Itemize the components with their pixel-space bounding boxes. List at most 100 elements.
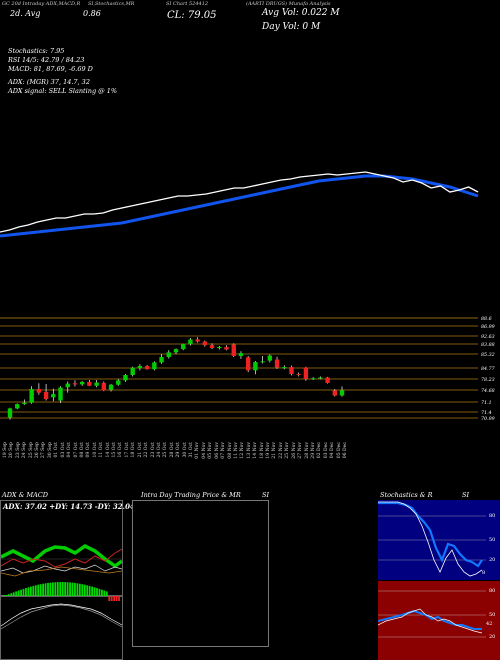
candle-body	[123, 375, 128, 381]
date-label: 30 Oct	[182, 442, 188, 458]
date-label: 27 Sep	[41, 442, 47, 459]
date-label: 06 Dec	[343, 442, 348, 459]
candle	[15, 403, 20, 410]
date-label: 01 Oct	[54, 442, 60, 458]
candle-body	[101, 382, 107, 391]
date-label: 01 Nov	[195, 442, 201, 459]
candle	[217, 345, 222, 350]
moving-average-layer	[0, 171, 479, 238]
candle-body	[108, 384, 114, 390]
macd-histogram-bar	[20, 589, 22, 596]
macd-histogram-bar	[64, 582, 67, 596]
candle-body	[253, 362, 258, 371]
macd-histogram-bar	[5, 595, 8, 596]
adx-text: ADX: (MGR) 37, 14.7, 32	[8, 78, 90, 86]
candle-body	[152, 362, 157, 370]
price-level-label: 85.32	[481, 352, 495, 358]
candle	[332, 389, 337, 397]
date-label: 26 Nov	[291, 442, 297, 459]
candle-body	[29, 389, 34, 403]
macd-histogram-bar	[7, 594, 10, 596]
macd-histogram-bar	[34, 585, 37, 596]
price-level-label: 78.23	[481, 377, 495, 383]
candle	[209, 343, 215, 350]
adx-signal-text: ADX signal: SELL Slanting @ 1%	[8, 87, 118, 95]
candle-body	[51, 394, 56, 398]
macd-histogram-bar	[15, 591, 18, 596]
price-level-label: 83.88	[481, 342, 495, 348]
date-label: 25 Oct	[163, 442, 169, 458]
macd-histogram-bar	[66, 582, 69, 596]
date-label: 14 Oct	[105, 442, 111, 458]
candle	[159, 354, 164, 364]
candle	[101, 381, 107, 392]
macd-histogram-bar	[71, 582, 74, 596]
candle-body	[72, 383, 78, 385]
date-label: 08 Nov	[227, 442, 233, 459]
date-label: 04 Dec	[330, 442, 336, 459]
header-close: CL: 79.05	[167, 10, 217, 21]
macd-histogram-bar	[49, 582, 52, 596]
macd-histogram-bar	[113, 596, 116, 601]
macd-histogram-bar	[110, 596, 113, 601]
date-label: 28 Nov	[304, 442, 310, 459]
candle	[245, 355, 251, 373]
candle-body	[116, 380, 121, 385]
date-label: 29 Oct	[176, 442, 182, 458]
date-label: 18 Oct	[131, 442, 137, 458]
rsi-level-20: 20	[489, 634, 496, 640]
candle-body	[159, 357, 164, 363]
stoch-text: Stochastics: 7.95	[8, 47, 65, 55]
candle-body	[202, 341, 208, 346]
date-label: 20 Sep	[9, 442, 15, 459]
stoch-level-20: 20	[489, 557, 496, 563]
candle-body	[87, 381, 92, 386]
candle-body	[289, 367, 294, 374]
candle-body	[224, 346, 229, 350]
intraday-panel	[132, 500, 269, 647]
candle	[231, 343, 236, 358]
date-label: 21 Nov	[272, 442, 278, 459]
macd-histogram-bar	[61, 582, 64, 596]
candle-body	[130, 367, 135, 376]
candle	[274, 356, 280, 369]
stoch-panel-title2: SI	[462, 491, 470, 499]
candle-body	[7, 408, 13, 418]
candle	[65, 381, 70, 393]
date-label: 07 Nov	[221, 442, 227, 459]
date-label: 22 Oct	[144, 442, 150, 458]
macd-histogram-bar	[118, 596, 120, 601]
macd-histogram-bar	[32, 585, 35, 596]
date-label: 11 Oct	[99, 442, 105, 458]
date-label: 12 Nov	[240, 442, 246, 459]
macd-histogram-bar	[105, 591, 108, 596]
candle-body	[166, 352, 171, 358]
candle	[310, 377, 316, 381]
header-day-vol: Day Vol: 0 M	[262, 22, 321, 32]
header-avg-label: 2d. Avg	[10, 9, 41, 18]
candle	[7, 407, 13, 420]
macd-histogram-bar	[29, 586, 32, 596]
date-label: 23 Sep	[15, 442, 21, 459]
macd-histogram-bar	[52, 582, 54, 596]
macd-histogram-bar	[83, 584, 86, 596]
date-label: 30 Sep	[47, 442, 53, 459]
stochastics-plot	[378, 501, 486, 577]
date-label: 05 Nov	[208, 442, 214, 459]
candle	[22, 399, 27, 405]
date-label: 17 Oct	[124, 442, 130, 458]
macd-histogram-bar	[81, 584, 84, 596]
date-label: 15 Oct	[112, 442, 118, 458]
candle-body	[58, 387, 63, 401]
price-level-label: 71.4	[481, 410, 492, 416]
candle	[303, 366, 309, 381]
date-label: 11 Nov	[233, 442, 239, 459]
date-label: 19 Nov	[266, 442, 272, 459]
candlestick-layer	[7, 337, 345, 420]
candle	[72, 380, 78, 387]
candle	[296, 372, 301, 377]
date-axis: 19 Sep 20 Sep 23 Sep 24 Sep 25 Sep 26 Sep 27 S…	[0, 440, 500, 490]
candle-body	[260, 361, 265, 363]
candle	[224, 345, 229, 351]
macd-histogram-bar	[47, 582, 49, 596]
